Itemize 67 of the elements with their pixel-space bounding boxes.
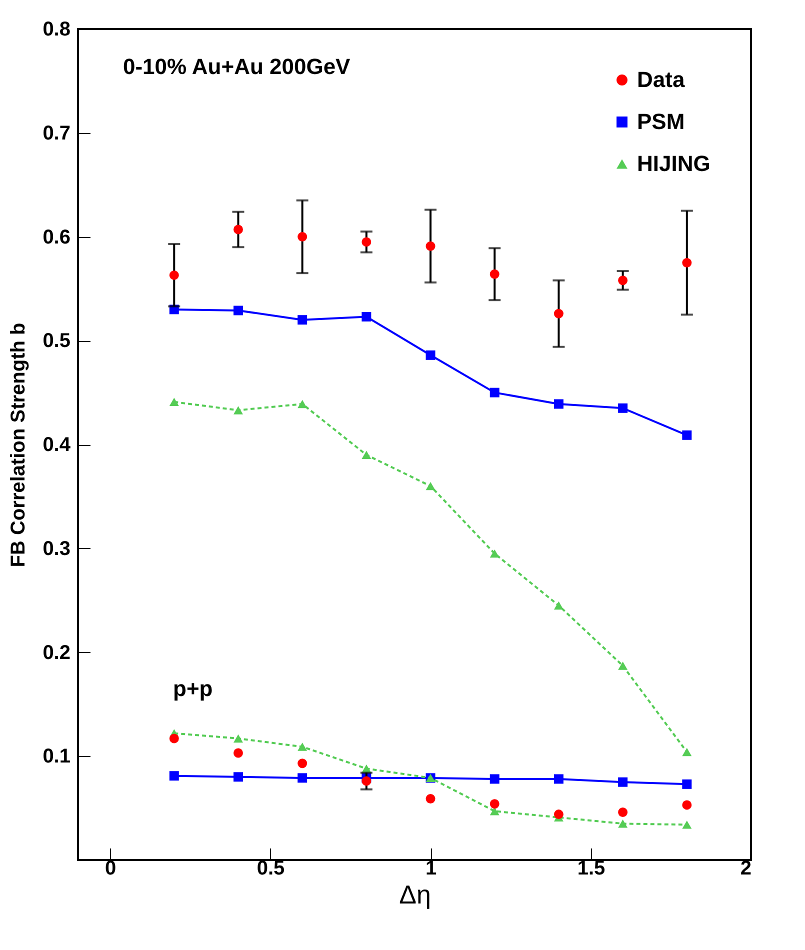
point — [682, 820, 692, 829]
point — [298, 742, 308, 751]
point — [426, 241, 436, 251]
point — [618, 403, 628, 413]
y-tick-label: 0.6 — [42, 226, 70, 248]
y-tick-label: 0.7 — [42, 122, 70, 144]
point — [554, 774, 564, 784]
point — [298, 773, 308, 783]
point — [682, 748, 692, 756]
point — [233, 772, 243, 782]
point — [618, 807, 628, 817]
x-tick-label: 0 — [104, 858, 116, 880]
point — [490, 269, 500, 279]
point — [490, 799, 500, 809]
point — [298, 232, 308, 242]
point — [298, 758, 308, 768]
point — [362, 776, 372, 786]
point — [554, 308, 564, 318]
point — [233, 224, 243, 234]
point — [426, 350, 436, 360]
legend-label: HIJING — [637, 151, 710, 176]
point — [298, 315, 308, 325]
point — [618, 777, 628, 787]
point — [169, 398, 179, 406]
annotation: p+p — [173, 676, 213, 701]
point — [682, 779, 692, 789]
point — [554, 601, 564, 610]
point — [682, 258, 692, 268]
y-axis-title: FB Correlation Strength b — [8, 322, 30, 568]
point — [362, 237, 372, 247]
y-tick-label: 0.5 — [42, 330, 70, 352]
point — [554, 810, 564, 820]
legend-label: PSM — [637, 109, 685, 134]
legend-label: Data — [637, 67, 686, 92]
point — [233, 306, 243, 316]
point — [426, 482, 436, 490]
y-tick-label: 0.1 — [42, 746, 70, 768]
x-tick-label: 1 — [425, 858, 437, 880]
y-tick-label: 0.2 — [42, 642, 70, 664]
point — [233, 748, 243, 758]
point — [618, 276, 628, 286]
point — [298, 400, 308, 408]
point — [169, 270, 179, 280]
point — [490, 388, 500, 398]
y-tick-label: 0.4 — [42, 434, 72, 456]
x-tick-label: 2 — [740, 858, 752, 880]
point — [169, 771, 179, 781]
point — [362, 450, 372, 459]
point — [233, 406, 243, 414]
point — [169, 734, 179, 744]
y-tick-label: 0.8 — [42, 18, 70, 40]
annotation: 0-10% Au+Au 200GeV — [123, 54, 351, 79]
point — [426, 794, 436, 804]
x-tick-label: 1.5 — [577, 858, 606, 880]
point — [490, 549, 500, 558]
point — [490, 807, 500, 816]
point — [362, 312, 372, 322]
y-tick-label: 0.3 — [42, 538, 70, 560]
point — [618, 820, 628, 828]
point — [490, 774, 500, 784]
x-axis-title: Δη — [399, 880, 431, 910]
point — [618, 662, 628, 670]
point — [682, 800, 692, 810]
point — [682, 430, 692, 440]
x-tick-label: 0.5 — [256, 858, 285, 880]
point — [554, 399, 564, 409]
point — [233, 734, 243, 743]
